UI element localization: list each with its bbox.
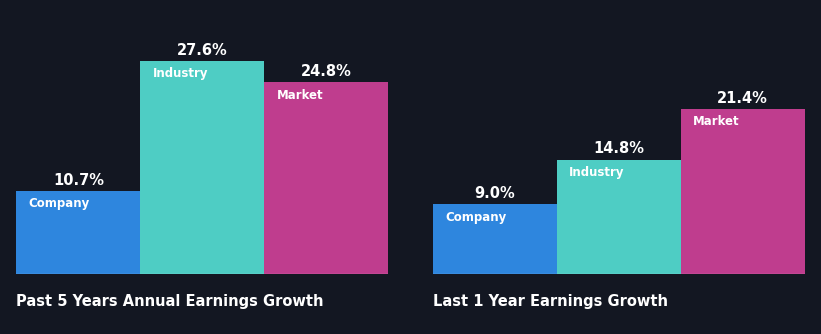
Text: 14.8%: 14.8% xyxy=(594,142,644,156)
Text: Company: Company xyxy=(29,197,90,210)
Bar xyxy=(140,61,264,274)
Text: 10.7%: 10.7% xyxy=(53,173,104,188)
Bar xyxy=(681,109,805,274)
Text: Industry: Industry xyxy=(569,166,625,179)
Bar xyxy=(264,82,388,274)
Text: 21.4%: 21.4% xyxy=(718,91,768,106)
Text: Market: Market xyxy=(277,89,323,102)
Bar xyxy=(433,204,557,274)
Text: Industry: Industry xyxy=(153,67,209,80)
Bar xyxy=(16,191,140,274)
Text: Last 1 Year Earnings Growth: Last 1 Year Earnings Growth xyxy=(433,294,667,309)
Bar xyxy=(557,160,681,274)
Text: Company: Company xyxy=(445,210,507,223)
Text: 24.8%: 24.8% xyxy=(300,64,351,79)
Text: 27.6%: 27.6% xyxy=(177,43,227,57)
Text: 9.0%: 9.0% xyxy=(475,186,515,201)
Text: Market: Market xyxy=(693,115,740,128)
Text: Past 5 Years Annual Earnings Growth: Past 5 Years Annual Earnings Growth xyxy=(16,294,324,309)
